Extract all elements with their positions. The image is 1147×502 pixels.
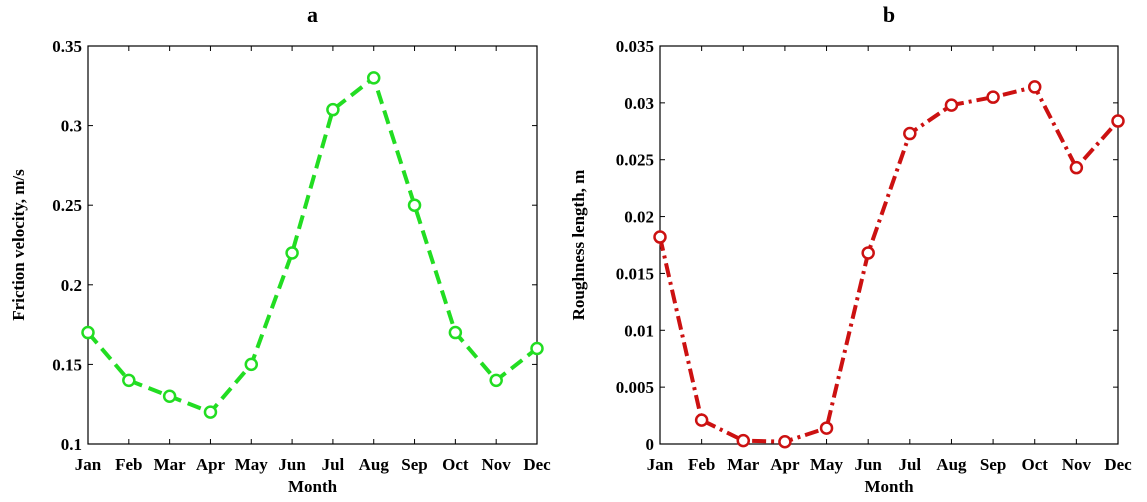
data-point xyxy=(861,246,875,260)
plot-area-frame xyxy=(659,45,1119,445)
data-point xyxy=(653,230,667,244)
y-tick-label: 0.015 xyxy=(616,264,654,283)
chart-title: b xyxy=(883,2,895,27)
y-tick-label: 0.03 xyxy=(624,94,654,113)
data-point xyxy=(1111,114,1125,128)
x-axis-label: Month xyxy=(288,477,338,496)
data-point xyxy=(407,198,422,212)
y-tick-label: 0.35 xyxy=(52,37,82,56)
x-tick-label: Apr xyxy=(196,455,226,474)
y-tick-label: 0.01 xyxy=(624,321,654,340)
y-tick-label: 0.15 xyxy=(52,355,82,374)
x-tick-label: Mar xyxy=(727,455,760,474)
data-point xyxy=(448,325,463,340)
data-point xyxy=(326,102,340,117)
y-tick-label: 0.035 xyxy=(616,37,654,56)
x-tick-label: Jul xyxy=(322,455,345,474)
x-tick-label: Jul xyxy=(898,455,921,474)
x-tick-label: Sep xyxy=(401,455,427,474)
data-point xyxy=(366,71,381,85)
y-tick-label: 0.025 xyxy=(616,151,654,170)
x-tick-label: Sep xyxy=(980,455,1006,474)
x-tick-label: Oct xyxy=(442,455,469,474)
data-point xyxy=(285,246,299,260)
x-axis-label: Month xyxy=(864,477,914,496)
y-tick-label: 0.2 xyxy=(61,276,82,295)
data-point xyxy=(489,373,503,388)
x-tick-label: Dec xyxy=(523,455,551,474)
x-tick-label: Nov xyxy=(482,455,512,474)
x-tick-label: May xyxy=(810,455,844,474)
y-axis-label: Friction velocity, m/s xyxy=(9,169,28,321)
data-point xyxy=(530,341,544,356)
y-tick-label: 0.02 xyxy=(624,208,654,227)
chart-panel-b: b 0 0.005 0.01 0.015 0.02 0.025 0.03 0.035 Jan Feb… xyxy=(569,2,1132,496)
data-point xyxy=(819,421,834,435)
y-axis-label: Roughness length, m xyxy=(569,170,588,321)
y-tick-label: 0.3 xyxy=(61,117,82,136)
x-tick-label: Nov xyxy=(1062,455,1092,474)
x-tick-label: Jun xyxy=(854,455,882,474)
chart-panel-a: a 0.1 0.15 0.2 0.25 0.3 0.35 Jan Feb Mar Apr May Jun… xyxy=(9,2,551,496)
x-tick-label: Feb xyxy=(688,455,715,474)
data-point xyxy=(122,373,136,388)
data-point xyxy=(986,90,1000,104)
data-point xyxy=(1069,160,1084,175)
data-point xyxy=(81,325,95,340)
data-point xyxy=(203,405,218,419)
data-point xyxy=(944,98,959,112)
x-tick-label: Aug xyxy=(936,455,967,474)
series-line xyxy=(86,75,539,415)
x-tick-label: Jun xyxy=(278,455,306,474)
data-point xyxy=(694,413,709,427)
x-tick-label: Mar xyxy=(154,455,187,474)
x-tick-label: Feb xyxy=(115,455,142,474)
data-point xyxy=(736,433,751,448)
data-point xyxy=(903,126,917,141)
y-tick-label: 0.25 xyxy=(52,196,82,215)
data-point xyxy=(244,357,259,372)
chart-title: a xyxy=(307,2,318,27)
x-tick-label: Jan xyxy=(75,455,102,474)
y-tick-label: 0 xyxy=(646,435,655,454)
x-tick-label: Jan xyxy=(647,455,674,474)
y-tick-label: 0.1 xyxy=(61,435,82,454)
x-tick-label: Dec xyxy=(1104,455,1132,474)
plot-area-frame xyxy=(87,45,538,445)
data-point xyxy=(1027,80,1042,94)
y-tick-label: 0.005 xyxy=(616,378,654,397)
x-tick-label: Oct xyxy=(1022,455,1049,474)
data-point xyxy=(162,389,177,403)
x-tick-label: May xyxy=(235,455,269,474)
x-tick-label: Aug xyxy=(359,455,390,474)
x-tick-label: Apr xyxy=(770,455,800,474)
data-point xyxy=(778,434,792,449)
series-line xyxy=(658,84,1120,444)
